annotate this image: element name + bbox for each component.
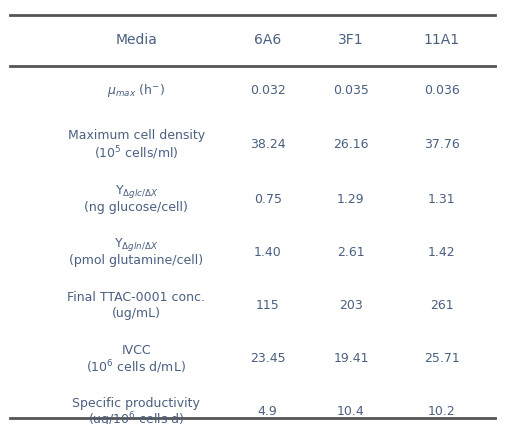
Text: Y$_{\Delta gln/\Delta X}$: Y$_{\Delta gln/\Delta X}$	[114, 235, 159, 253]
Text: 0.035: 0.035	[333, 84, 369, 97]
Text: IVCC: IVCC	[122, 343, 151, 357]
Text: 2.61: 2.61	[337, 246, 365, 259]
Text: 203: 203	[339, 299, 363, 312]
Text: 11A1: 11A1	[424, 33, 460, 47]
Text: 0.036: 0.036	[424, 84, 460, 97]
Text: Maximum cell density: Maximum cell density	[68, 129, 205, 142]
Text: 1.31: 1.31	[428, 193, 456, 206]
Text: Final TTAC-0001 conc.: Final TTAC-0001 conc.	[67, 290, 206, 304]
Text: 1.29: 1.29	[337, 193, 365, 206]
Text: Y$_{\Delta glc/\Delta X}$: Y$_{\Delta glc/\Delta X}$	[115, 182, 158, 200]
Text: 3F1: 3F1	[338, 33, 364, 47]
Text: 19.41: 19.41	[333, 352, 369, 365]
Text: 261: 261	[430, 299, 453, 312]
Text: 25.71: 25.71	[424, 352, 460, 365]
Text: 0.032: 0.032	[250, 84, 285, 97]
Text: 10.2: 10.2	[428, 405, 456, 418]
Text: 4.9: 4.9	[258, 405, 278, 418]
Text: (ng glucose/cell): (ng glucose/cell)	[84, 201, 188, 215]
Text: (10$^{6}$ cells d/mL): (10$^{6}$ cells d/mL)	[86, 358, 186, 376]
Text: 1.40: 1.40	[254, 246, 281, 259]
Text: 23.45: 23.45	[250, 352, 285, 365]
Text: 6A6: 6A6	[254, 33, 281, 47]
Text: 26.16: 26.16	[333, 138, 369, 151]
Text: 37.76: 37.76	[424, 138, 460, 151]
Text: 38.24: 38.24	[250, 138, 285, 151]
Text: (10$^{5}$ cells/ml): (10$^{5}$ cells/ml)	[94, 144, 179, 162]
Text: (ug/mL): (ug/mL)	[112, 307, 161, 321]
Text: 0.75: 0.75	[254, 193, 282, 206]
Text: (pmol glutamine/cell): (pmol glutamine/cell)	[69, 254, 204, 268]
Text: Specific productivity: Specific productivity	[72, 396, 200, 410]
Text: Media: Media	[116, 33, 157, 47]
Text: $\mu_{max}$ (h$^{-}$): $\mu_{max}$ (h$^{-}$)	[108, 82, 165, 99]
Text: 10.4: 10.4	[337, 405, 365, 418]
Text: 115: 115	[256, 299, 280, 312]
Text: 1.42: 1.42	[428, 246, 456, 259]
Text: (ug/10$^{6}$ cells d): (ug/10$^{6}$ cells d)	[88, 410, 185, 424]
